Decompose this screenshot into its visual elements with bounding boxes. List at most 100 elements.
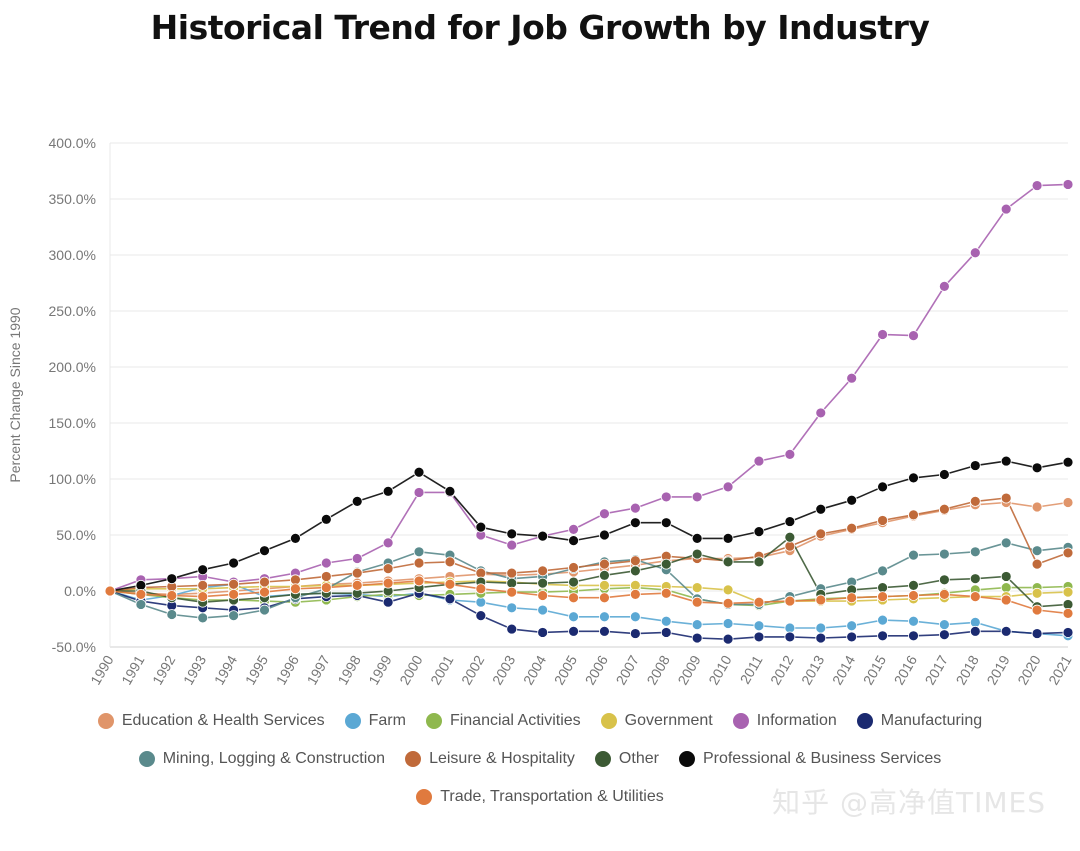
data-point[interactable] bbox=[166, 609, 178, 620]
data-point[interactable] bbox=[815, 594, 827, 606]
legend-item[interactable]: Manufacturing bbox=[856, 712, 982, 730]
data-point[interactable] bbox=[568, 625, 579, 637]
data-point[interactable] bbox=[877, 481, 888, 493]
legend-item[interactable]: Leisure & Hospitality bbox=[405, 750, 575, 768]
data-point[interactable] bbox=[413, 487, 425, 498]
data-point[interactable] bbox=[753, 631, 765, 643]
data-point[interactable] bbox=[938, 629, 950, 641]
data-point[interactable] bbox=[815, 622, 827, 634]
data-point[interactable] bbox=[1000, 455, 1012, 467]
data-point[interactable] bbox=[568, 562, 579, 573]
data-point[interactable] bbox=[351, 495, 363, 507]
data-point[interactable] bbox=[1031, 180, 1043, 191]
data-point[interactable] bbox=[660, 587, 672, 599]
data-point[interactable] bbox=[1062, 547, 1074, 559]
data-point[interactable] bbox=[506, 602, 518, 614]
data-point[interactable] bbox=[691, 582, 703, 594]
data-point[interactable] bbox=[815, 407, 827, 419]
data-point[interactable] bbox=[691, 548, 703, 560]
data-point[interactable] bbox=[537, 565, 549, 577]
data-point[interactable] bbox=[753, 556, 765, 568]
data-point[interactable] bbox=[599, 508, 610, 520]
data-point[interactable] bbox=[1031, 558, 1043, 570]
data-point[interactable] bbox=[722, 532, 734, 544]
data-point[interactable] bbox=[1000, 492, 1012, 504]
data-point[interactable] bbox=[1000, 594, 1012, 606]
data-point[interactable] bbox=[444, 485, 456, 497]
data-point[interactable] bbox=[444, 556, 456, 568]
data-point[interactable] bbox=[784, 631, 796, 643]
data-point[interactable] bbox=[877, 565, 888, 577]
data-point[interactable] bbox=[938, 280, 950, 292]
data-point[interactable] bbox=[320, 571, 332, 582]
data-point[interactable] bbox=[506, 539, 518, 551]
data-point[interactable] bbox=[629, 611, 641, 623]
data-point[interactable] bbox=[259, 604, 270, 616]
data-point[interactable] bbox=[1031, 628, 1043, 639]
data-point[interactable] bbox=[506, 577, 518, 589]
data-point[interactable] bbox=[382, 577, 394, 589]
data-point[interactable] bbox=[753, 455, 765, 467]
data-point[interactable] bbox=[969, 616, 981, 628]
data-point[interactable] bbox=[413, 557, 425, 569]
data-point[interactable] bbox=[660, 615, 672, 627]
data-point[interactable] bbox=[1062, 497, 1074, 508]
data-point[interactable] bbox=[475, 567, 487, 579]
data-point[interactable] bbox=[537, 604, 549, 616]
legend-item[interactable]: Financial Activities bbox=[425, 712, 581, 730]
data-point[interactable] bbox=[846, 522, 858, 534]
data-point[interactable] bbox=[1031, 604, 1043, 616]
data-point[interactable] bbox=[722, 633, 734, 645]
data-point[interactable] bbox=[722, 597, 734, 609]
data-point[interactable] bbox=[413, 575, 425, 587]
data-point[interactable] bbox=[1000, 625, 1012, 637]
data-point[interactable] bbox=[444, 593, 456, 605]
data-point[interactable] bbox=[506, 586, 518, 598]
data-point[interactable] bbox=[722, 584, 734, 596]
data-point[interactable] bbox=[290, 532, 301, 544]
data-point[interactable] bbox=[1062, 179, 1074, 190]
data-point[interactable] bbox=[382, 596, 394, 608]
data-point[interactable] bbox=[969, 573, 981, 585]
data-point[interactable] bbox=[784, 622, 796, 634]
data-point[interactable] bbox=[877, 329, 888, 340]
data-point[interactable] bbox=[506, 528, 518, 540]
data-point[interactable] bbox=[135, 580, 147, 591]
data-point[interactable] bbox=[753, 620, 765, 632]
data-point[interactable] bbox=[846, 631, 858, 643]
data-point[interactable] bbox=[259, 545, 270, 557]
data-point[interactable] bbox=[228, 578, 240, 590]
data-point[interactable] bbox=[969, 247, 981, 259]
data-point[interactable] bbox=[351, 580, 363, 591]
data-point[interactable] bbox=[351, 553, 363, 564]
data-point[interactable] bbox=[691, 619, 703, 630]
data-point[interactable] bbox=[1000, 582, 1012, 594]
legend-item[interactable]: Information bbox=[732, 712, 837, 730]
data-point[interactable] bbox=[1062, 608, 1074, 619]
data-point[interactable] bbox=[908, 580, 919, 591]
data-point[interactable] bbox=[475, 596, 487, 608]
data-point[interactable] bbox=[1062, 456, 1074, 468]
data-point[interactable] bbox=[877, 614, 888, 626]
data-point[interactable] bbox=[877, 591, 888, 602]
data-point[interactable] bbox=[938, 469, 950, 480]
data-point[interactable] bbox=[938, 503, 950, 515]
data-point[interactable] bbox=[197, 564, 209, 576]
data-point[interactable] bbox=[1062, 627, 1074, 638]
data-point[interactable] bbox=[908, 630, 919, 642]
data-point[interactable] bbox=[784, 531, 796, 543]
data-point[interactable] bbox=[537, 530, 549, 542]
data-point[interactable] bbox=[568, 592, 579, 604]
data-point[interactable] bbox=[691, 491, 703, 503]
data-point[interactable] bbox=[969, 495, 981, 507]
data-point[interactable] bbox=[1031, 545, 1043, 557]
data-point[interactable] bbox=[599, 558, 610, 570]
data-point[interactable] bbox=[629, 555, 641, 567]
data-point[interactable] bbox=[722, 618, 734, 629]
data-point[interactable] bbox=[691, 532, 703, 544]
data-point[interactable] bbox=[1031, 501, 1043, 513]
data-point[interactable] bbox=[1031, 462, 1043, 474]
data-point[interactable] bbox=[629, 588, 641, 600]
data-point[interactable] bbox=[228, 610, 240, 622]
data-point[interactable] bbox=[382, 537, 394, 549]
